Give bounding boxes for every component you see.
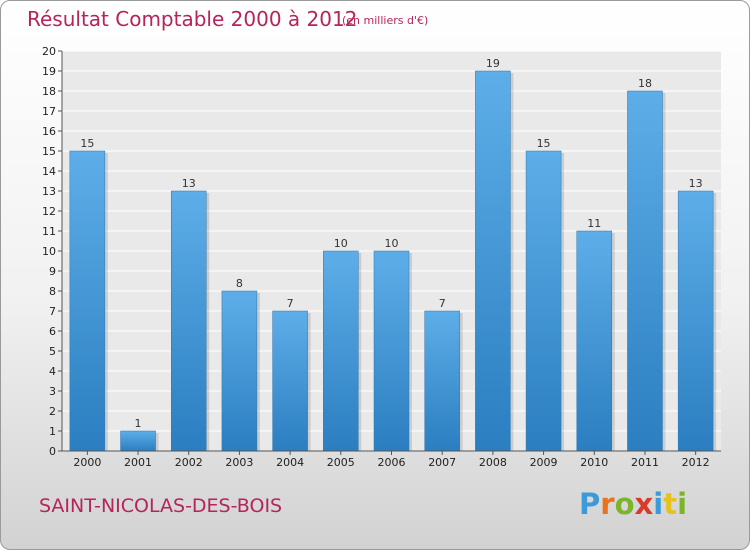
bar — [627, 90, 663, 452]
logo-letter: x — [634, 487, 654, 521]
y-tick-label: 4 — [49, 365, 56, 378]
data-label: 13 — [182, 177, 196, 190]
y-tick-label: 8 — [49, 285, 56, 298]
x-tick-label: 2000 — [73, 456, 101, 469]
y-tick-label: 11 — [42, 225, 56, 238]
x-tick-label: 2006 — [378, 456, 406, 469]
bar — [221, 290, 258, 452]
x-tick-label: 2009 — [530, 456, 558, 469]
x-tick-label: 2004 — [276, 456, 304, 469]
x-tick-label: 2010 — [580, 456, 608, 469]
bar — [373, 250, 410, 452]
data-label: 11 — [587, 217, 601, 230]
x-tick-label: 2011 — [631, 456, 659, 469]
data-label: 15 — [537, 137, 551, 150]
data-label: 18 — [638, 77, 652, 90]
logo-letter: o — [614, 487, 635, 521]
y-tick-label: 18 — [42, 85, 56, 98]
y-tick-label: 16 — [42, 125, 56, 138]
y-tick-label: 1 — [49, 425, 56, 438]
logo-letter: t — [663, 487, 678, 521]
bar — [475, 70, 511, 452]
chart-title: Résultat Comptable 2000 à 2012 — [27, 7, 358, 31]
data-label: 10 — [334, 237, 348, 250]
y-tick-label: 3 — [49, 385, 56, 398]
x-tick-label: 2008 — [479, 456, 507, 469]
data-label: 10 — [385, 237, 399, 250]
x-tick-label: 2005 — [327, 456, 355, 469]
bar — [120, 430, 156, 452]
y-tick-label: 19 — [42, 65, 56, 78]
bar — [576, 230, 613, 452]
bar — [170, 190, 207, 452]
y-tick-label: 2 — [49, 405, 56, 418]
y-tick-label: 10 — [42, 245, 56, 258]
logo-letter: r — [600, 487, 615, 521]
bar — [272, 310, 308, 452]
x-tick-label: 2012 — [682, 456, 710, 469]
data-label: 8 — [236, 277, 243, 290]
x-tick-label: 2007 — [428, 456, 456, 469]
data-label: 15 — [80, 137, 94, 150]
y-tick-label: 7 — [49, 305, 56, 318]
x-tick-label: 2001 — [124, 456, 152, 469]
data-label: 1 — [135, 417, 142, 430]
x-tick-label: 2003 — [225, 456, 253, 469]
data-label: 19 — [486, 57, 500, 70]
y-tick-label: 13 — [42, 185, 56, 198]
y-tick-label: 5 — [49, 345, 56, 358]
bar — [323, 250, 359, 452]
y-tick-label: 15 — [42, 145, 56, 158]
y-tick-label: 17 — [42, 105, 56, 118]
bar — [69, 150, 106, 452]
bars — [69, 70, 717, 452]
bar — [424, 310, 460, 452]
y-tick-label: 20 — [42, 45, 56, 58]
logo-letter: i — [653, 487, 664, 521]
proxiti-logo: Proxiti — [579, 487, 687, 521]
y-tick-label: 9 — [49, 265, 56, 278]
chart-subtitle: (en milliers d'€) — [342, 14, 429, 27]
bar — [677, 190, 714, 452]
data-label: 13 — [689, 177, 703, 190]
data-label: 7 — [287, 297, 294, 310]
x-tick-label: 2002 — [175, 456, 203, 469]
bar — [525, 150, 562, 452]
logo-letter: P — [579, 487, 601, 521]
y-tick-label: 14 — [42, 165, 56, 178]
y-tick-label: 6 — [49, 325, 56, 338]
data-label: 7 — [439, 297, 446, 310]
place-name: SAINT-NICOLAS-DES-BOIS — [39, 495, 283, 517]
y-tick-label: 12 — [42, 205, 56, 218]
y-tick-label: 0 — [49, 445, 56, 458]
data-labels: 15 1 13 8 7 10 10 7 19 15 11 18 13 — [80, 57, 702, 430]
logo-letter: i — [677, 487, 688, 521]
x-axis: 2000 2001 2002 2003 2004 2005 2006 2007 2008 2009… — [62, 450, 721, 469]
